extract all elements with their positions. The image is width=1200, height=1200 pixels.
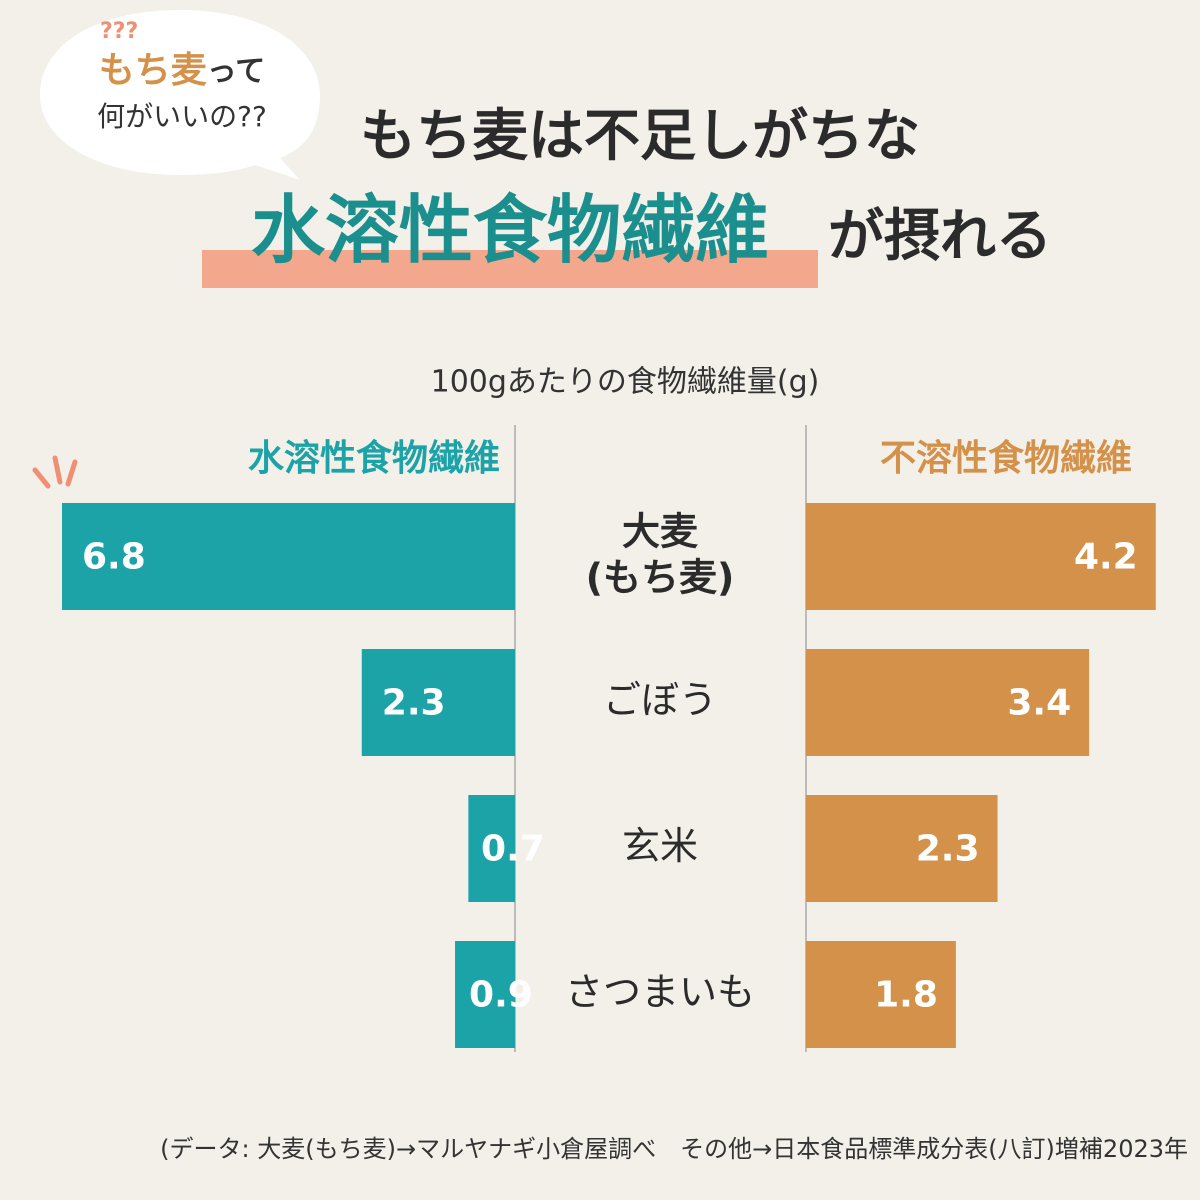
value-label: 2.3	[382, 683, 446, 724]
bar-soluble	[62, 503, 515, 610]
source-note: (データ: 大麦(もち麦)→マルヤナギ小倉屋調べ その他→日本食品標準成分表(八…	[160, 1135, 1188, 1163]
bar-insoluble	[806, 503, 1156, 610]
question-marks: ???	[100, 19, 138, 44]
badge-highlight: もち麦	[99, 50, 207, 91]
value-label: 2.3	[916, 829, 980, 870]
speech-bubble	[40, 10, 320, 180]
subtitle: 100gあたりの食物繊維量(g)	[431, 365, 820, 400]
bar-soluble	[361, 649, 515, 756]
value-label: 4.2	[1074, 537, 1138, 578]
title-underline	[202, 250, 818, 288]
badge-rest: って	[207, 54, 266, 89]
legend-left: 水溶性食物繊維	[248, 438, 500, 479]
bar-insoluble	[806, 795, 998, 902]
legend-right: 不溶性食物繊維	[880, 438, 1132, 479]
value-label: 1.8	[874, 975, 938, 1016]
badge-line2: 何がいいの??	[97, 100, 267, 133]
value-label: 3.4	[1007, 683, 1071, 724]
value-label: 6.8	[82, 537, 146, 578]
category-label: ごぼう	[603, 678, 717, 722]
title-highlight: 水溶性食物繊維	[251, 188, 769, 274]
title-line1: もち麦は不足しがちな	[360, 104, 920, 169]
bar-insoluble	[806, 649, 1090, 756]
value-label: 0.7	[481, 829, 545, 870]
bar-soluble	[468, 795, 515, 902]
value-label: 0.9	[469, 975, 533, 1016]
category-label: 玄米	[622, 824, 698, 868]
bar-soluble	[455, 941, 515, 1048]
burst	[32, 455, 78, 489]
badge-line1: もち麦って	[99, 50, 266, 91]
category-label: さつまいも	[565, 970, 755, 1014]
bar-insoluble	[806, 941, 956, 1048]
category-label: 大麦(もち麦)	[586, 509, 735, 599]
title-suffix: が摂れる	[828, 204, 1052, 269]
